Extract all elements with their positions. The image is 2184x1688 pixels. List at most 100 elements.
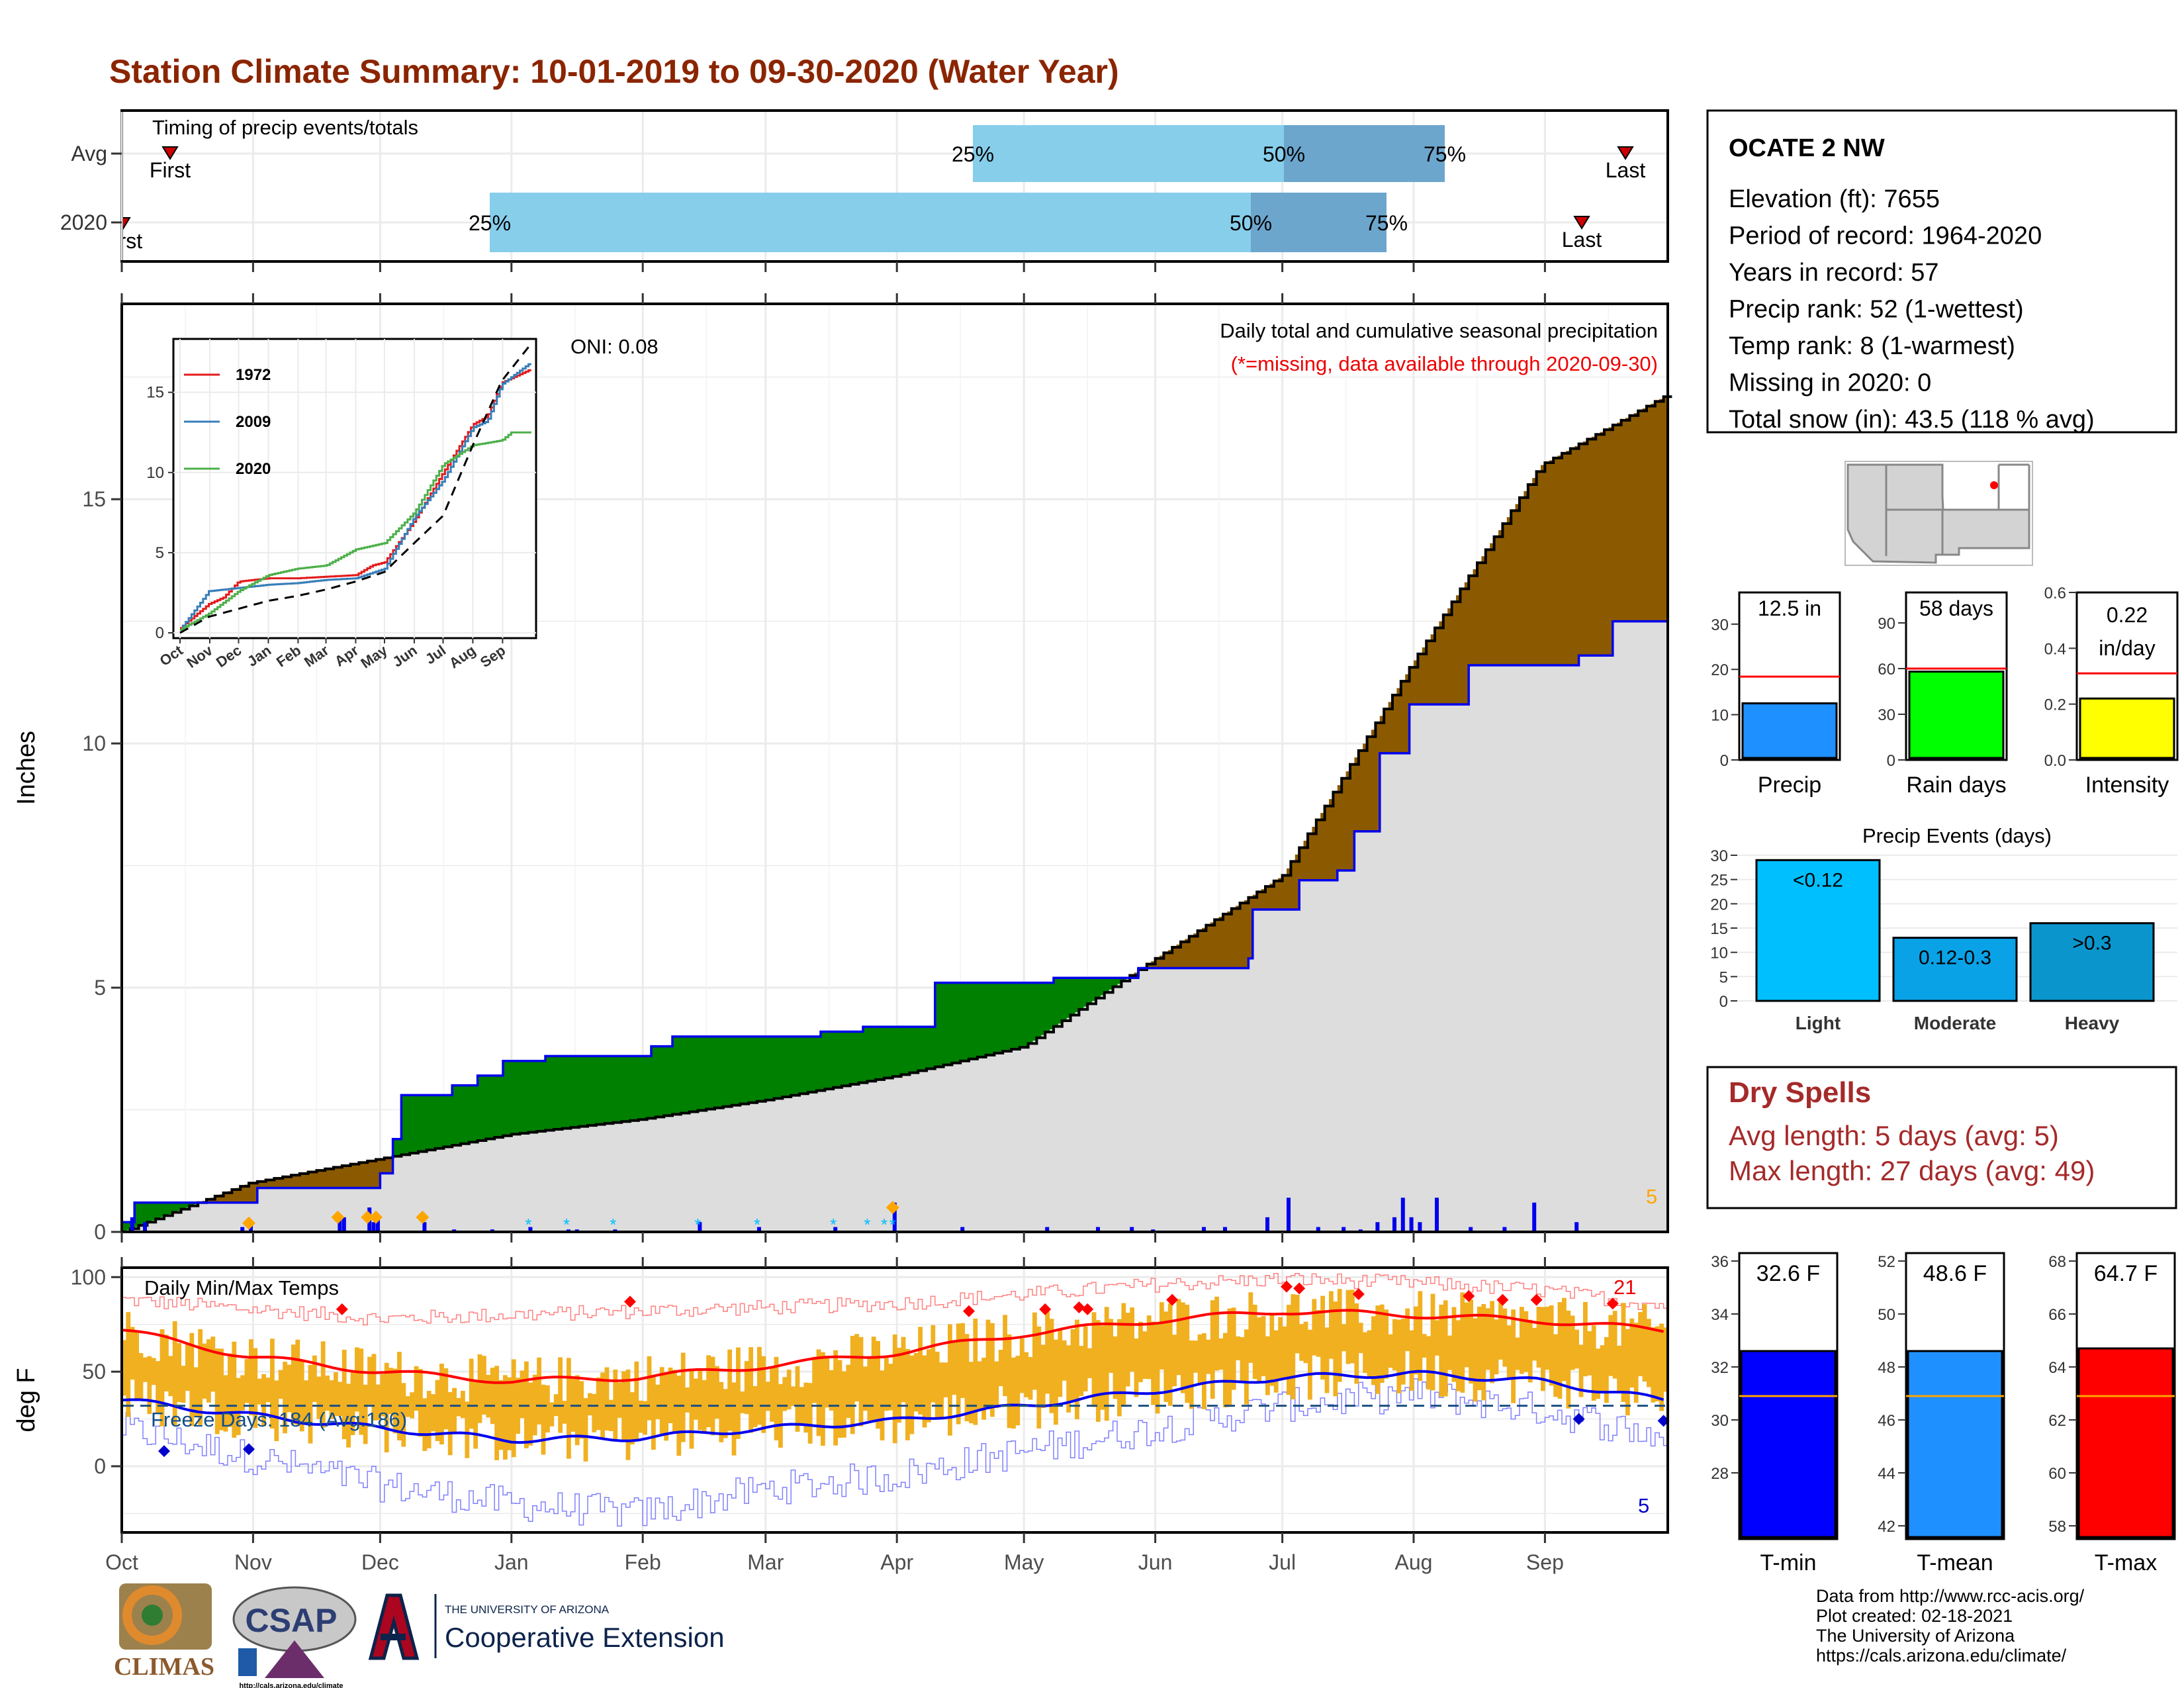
daily-temp-bar (1295, 1295, 1300, 1354)
dry-spells-box: Dry Spells Avg length: 5 days (avg: 5) M… (1706, 1066, 2177, 1209)
month-label: Jun (1138, 1550, 1173, 1574)
daily-precip-bar (1532, 1202, 1537, 1232)
daily-temp-bar (308, 1364, 313, 1444)
daily-temp-bar (1608, 1315, 1614, 1376)
daily-temp-bar (816, 1349, 821, 1436)
summary-bar-tick-label: 0 (1887, 752, 1895, 770)
daily-temp-bar (1024, 1352, 1028, 1397)
freeze-days-label: Freeze Days: 184 (Avg:186) (151, 1408, 407, 1431)
daily-temp-bar (1096, 1320, 1101, 1422)
daily-temp-bar (1066, 1345, 1071, 1413)
temp-panel: 0 50 100 deg F Daily Min/Max Temps Freeze … (13, 1265, 1670, 1534)
daily-temp-bar (473, 1382, 478, 1449)
daily-temp-bar (634, 1361, 639, 1440)
daily-temp-bar (990, 1323, 995, 1417)
daily-temp-bar (1659, 1323, 1664, 1411)
daily-temp-bar (291, 1344, 296, 1425)
summary-bar-tick-label: 10 (1711, 707, 1729, 725)
avg-last-marker (1617, 146, 1634, 160)
daily-temp-bar (1019, 1338, 1024, 1393)
daily-temp-bar (977, 1361, 982, 1410)
daily-temp-bar (299, 1360, 304, 1432)
daily-temp-bar (418, 1368, 423, 1437)
footer-line: Plot created: 02-18-2021 (1816, 1606, 2013, 1626)
daily-temp-bar (969, 1362, 974, 1424)
daily-temp-bar (1181, 1302, 1185, 1393)
daily-temp-bar (469, 1358, 474, 1429)
daily-temp-bar (604, 1367, 610, 1430)
daily-temp-bar (1155, 1323, 1160, 1414)
ua-logo: THE UNIVERSITY OF ARIZONA Cooperative Ex… (363, 1592, 725, 1660)
daily-temp-bar (1075, 1319, 1079, 1419)
daily-temp-bar (350, 1370, 355, 1435)
temp-bar-tick-label: 62 (2048, 1412, 2066, 1430)
daily-temp-bar (706, 1355, 711, 1428)
daily-temp-bar (156, 1361, 160, 1413)
daily-temp-bar (338, 1382, 343, 1417)
inset-legend-label: 2020 (236, 460, 271, 478)
temp-bar-fill (1907, 1350, 2003, 1538)
snow-marker (886, 1201, 899, 1215)
daily-temp-bar (1629, 1318, 1635, 1388)
daily-temp-bar (562, 1401, 567, 1424)
daily-temp-bar (812, 1356, 817, 1403)
daily-temp-bar (863, 1366, 868, 1411)
daily-temp-bar (270, 1338, 275, 1429)
daily-temp-bar (122, 1340, 126, 1396)
avg-50-75-bar (1284, 125, 1445, 182)
temp-y-axis: 0 50 100 (71, 1265, 122, 1478)
daily-temp-bar (1282, 1326, 1287, 1378)
avg-first-label: First (150, 158, 191, 182)
month-label: Jul (1269, 1550, 1296, 1574)
daily-temp-bar (998, 1350, 1003, 1387)
daily-temp-bar (892, 1334, 897, 1444)
csap-logo: CSAP http://cals.arizona.edu/climate (232, 1586, 357, 1688)
snow-asterisk: * (889, 1215, 896, 1235)
daily-temp-bar (821, 1352, 825, 1446)
daily-precip-bar (528, 1227, 533, 1232)
record-max-line (122, 1273, 1668, 1326)
daily-temp-bar (854, 1334, 859, 1402)
daily-temp-bar (498, 1380, 504, 1450)
temp-bar-tick-label: 68 (2048, 1253, 2066, 1271)
inset-ytick-label: 10 (146, 464, 164, 482)
daily-temp-bar (638, 1400, 643, 1433)
inset-ytick-label: 15 (146, 384, 164, 402)
daily-temp-bar (901, 1336, 906, 1403)
avg-50-label: 50% (1263, 142, 1305, 166)
daily-temp-bar (283, 1362, 287, 1434)
daily-temp-bar (312, 1355, 317, 1402)
daily-temp-bar (1388, 1334, 1393, 1368)
snow-marker (242, 1216, 255, 1230)
daily-temp-bar (659, 1367, 664, 1435)
daily-temp-bar (1202, 1333, 1206, 1409)
daily-temp-bar (1316, 1310, 1321, 1357)
daily-temp-bar (1502, 1308, 1508, 1367)
y2020-first-marker (123, 217, 131, 230)
daily-precip-bar (1574, 1222, 1579, 1232)
temp-bar-tick-label: 30 (1711, 1412, 1729, 1430)
daily-temp-bar (316, 1376, 322, 1419)
daily-temp-bar (922, 1355, 927, 1428)
footer-line: The University of Arizona (1816, 1626, 2015, 1646)
temp-summary-bars: 32.6 F 28 30 32 34 36 T-min 48.6 F 42 44 46 48 50 52 T… (1711, 1252, 2176, 1575)
daily-temp-bar (1337, 1289, 1342, 1382)
station-info-line: Missing in 2020: 0 (1729, 369, 1931, 397)
daily-temp-bar (680, 1352, 686, 1442)
daily-temp-bar (384, 1362, 389, 1453)
daily-temp-bar (1079, 1346, 1084, 1396)
daily-temp-bar (943, 1362, 948, 1397)
record-high-marker (1352, 1288, 1365, 1300)
daily-temp-bar (1400, 1319, 1406, 1385)
daily-temp-bar (964, 1334, 970, 1422)
summary-bar-tick-label: 0.2 (2044, 696, 2066, 714)
daily-temp-bar (1520, 1307, 1524, 1374)
daily-temp-bar (934, 1351, 940, 1420)
daily-temp-bar (1125, 1313, 1130, 1387)
daily-temp-bar (520, 1370, 525, 1419)
daily-temp-bar (1485, 1308, 1490, 1370)
y2020-last-marker (1573, 216, 1590, 230)
daily-temp-bar (795, 1366, 800, 1432)
daily-temp-bar (1273, 1330, 1279, 1393)
daily-temp-bar (842, 1371, 846, 1438)
